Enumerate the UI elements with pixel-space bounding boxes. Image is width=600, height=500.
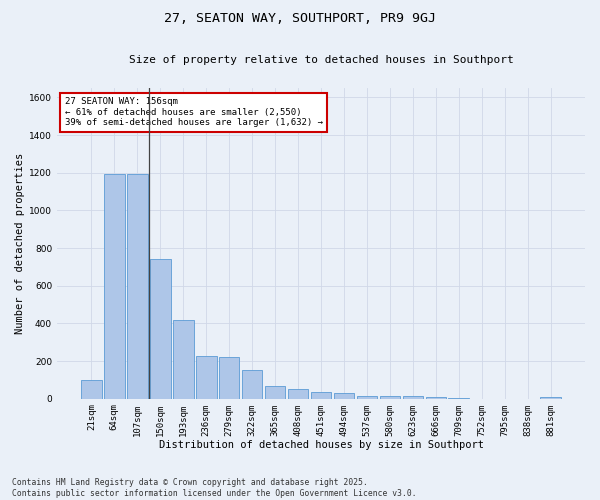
Bar [150,260,170,398]
Bar [380,396,400,398]
Bar [104,174,125,398]
Y-axis label: Number of detached properties: Number of detached properties [15,152,25,334]
Bar [196,356,217,399]
Bar [425,397,446,398]
Bar [265,386,286,398]
Bar [81,380,101,398]
Bar [288,390,308,398]
X-axis label: Distribution of detached houses by size in Southport: Distribution of detached houses by size … [158,440,484,450]
Bar [127,174,148,398]
Text: 27, SEATON WAY, SOUTHPORT, PR9 9GJ: 27, SEATON WAY, SOUTHPORT, PR9 9GJ [164,12,436,26]
Text: Contains HM Land Registry data © Crown copyright and database right 2025.
Contai: Contains HM Land Registry data © Crown c… [12,478,416,498]
Bar [334,393,355,398]
Bar [242,370,262,398]
Bar [356,396,377,398]
Bar [173,320,194,398]
Bar [219,358,239,399]
Bar [311,392,331,398]
Title: Size of property relative to detached houses in Southport: Size of property relative to detached ho… [128,55,514,65]
Bar [403,396,423,398]
Text: 27 SEATON WAY: 156sqm
← 61% of detached houses are smaller (2,550)
39% of semi-d: 27 SEATON WAY: 156sqm ← 61% of detached … [65,98,323,127]
Bar [541,397,561,398]
